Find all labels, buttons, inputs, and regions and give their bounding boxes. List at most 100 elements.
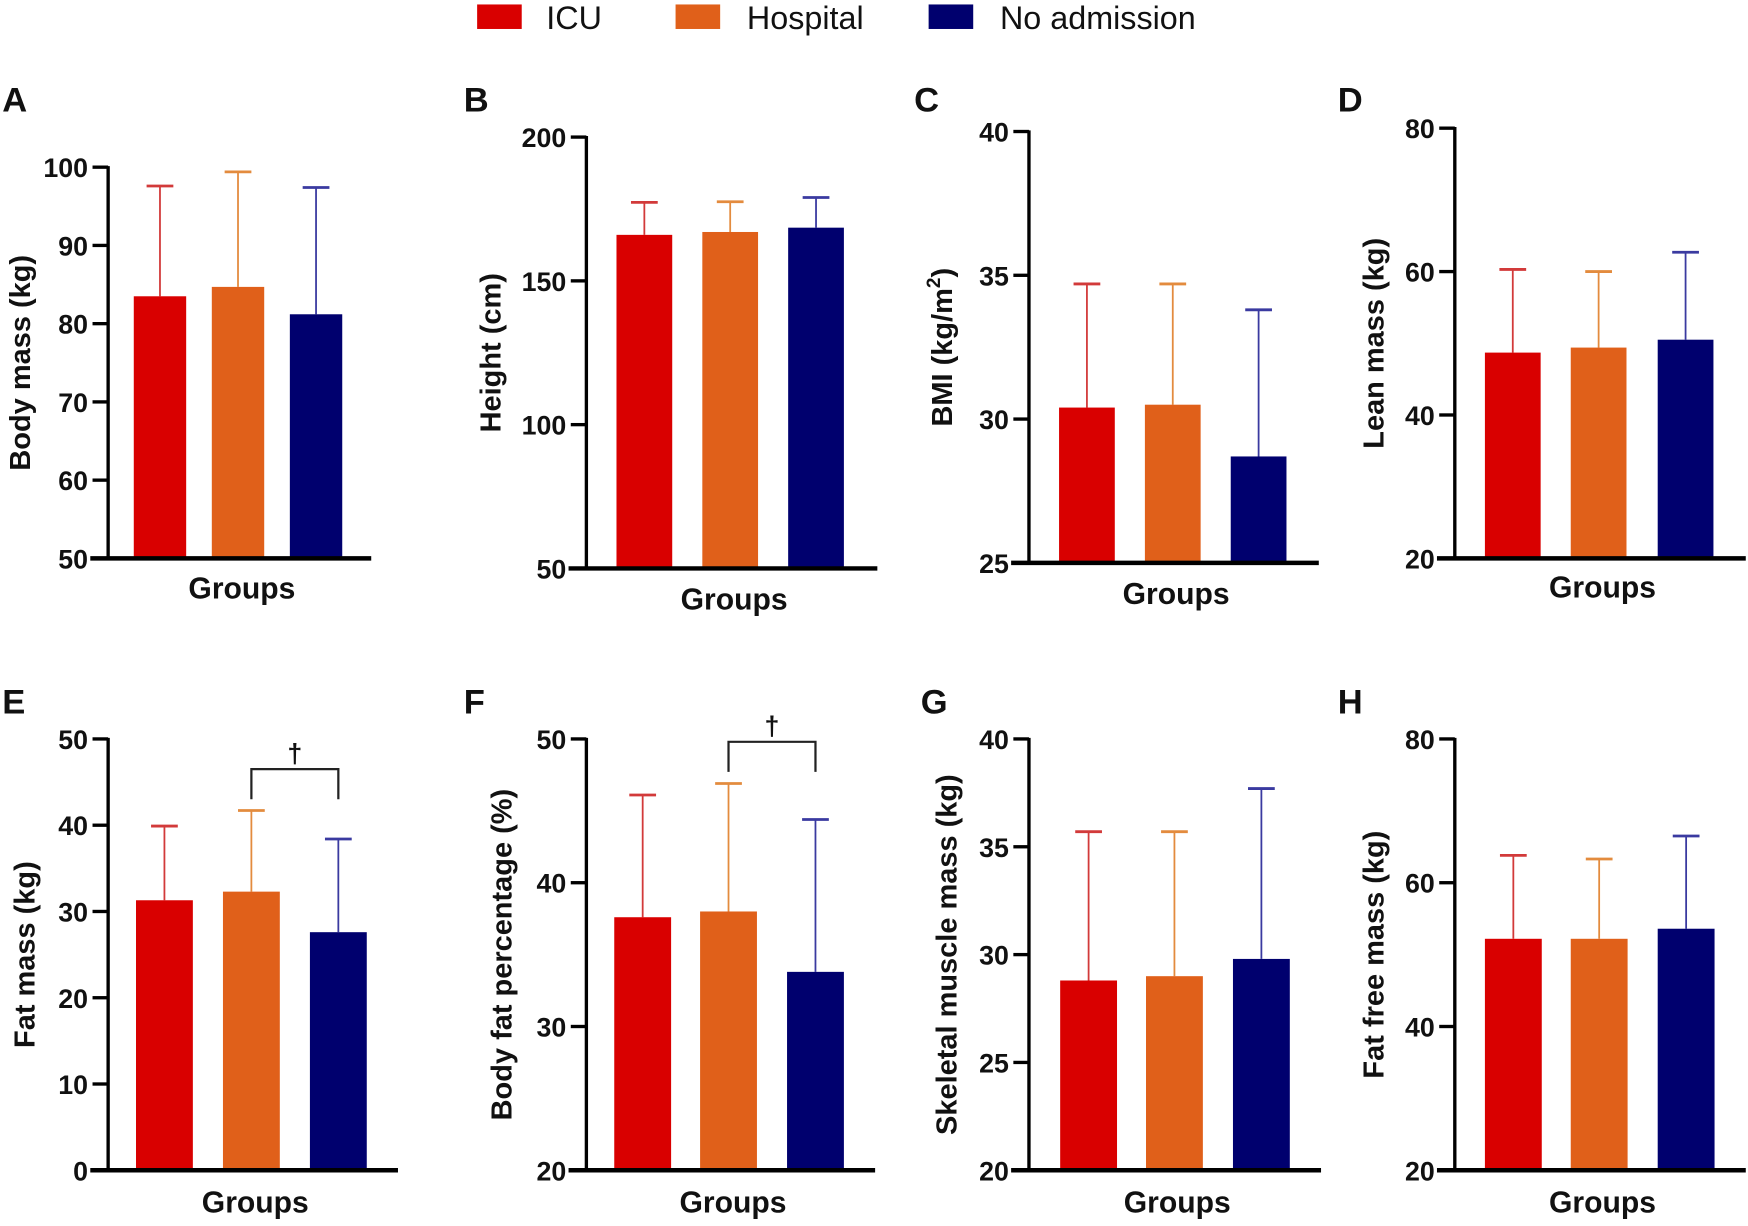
bar-hospital: [222, 891, 280, 1171]
legend-item-hospital: Hospital: [675, 0, 864, 36]
bar-hospital: [1144, 404, 1201, 563]
y-axis-label: Height (cm): [476, 273, 508, 432]
x-axis-label: Groups: [1549, 571, 1656, 604]
y-axis-label-superscript: 2: [924, 278, 945, 289]
y-tick-label: 70: [58, 388, 88, 418]
panel-c: C 25 30 35 40 BMI (kg/m2) Groups: [914, 81, 1319, 611]
panel-g: G 20 25 30 35 40 Skeletal muscle mass (kg) Grou…: [921, 683, 1322, 1220]
y-tick-label: 20: [1405, 544, 1435, 574]
y-tick-label: 40: [537, 869, 567, 899]
y-axis-label: BMI (kg/m2): [924, 268, 959, 427]
y-axis-label-text: BMI (kg/m: [927, 288, 959, 426]
y-axis-label-text: Skeletal muscle mass (kg): [931, 774, 963, 1135]
y-tick-label: 0: [73, 1156, 88, 1186]
significance-marker: †: [287, 738, 302, 768]
y-tick-label: 100: [43, 153, 88, 183]
bar-icu: [1484, 352, 1541, 559]
bar-no-admission: [289, 314, 343, 559]
y-tick-label: 200: [522, 123, 567, 153]
y-tick-label: 60: [58, 466, 88, 496]
y-tick-label: 20: [979, 1156, 1009, 1186]
panel-letter: B: [464, 81, 489, 119]
bar-no-admission: [1657, 339, 1714, 559]
bar-icu: [133, 296, 187, 559]
y-axis-label: Lean mass (kg): [1358, 238, 1390, 449]
y-tick-label: 40: [1405, 1013, 1435, 1043]
y-axis-label: Fat free mass (kg): [1358, 831, 1390, 1079]
bar-hospital: [700, 911, 757, 1171]
y-tick-label: 50: [537, 554, 567, 584]
bar-hospital: [702, 231, 759, 569]
panel-d: D 20 40 60 80 Lean mass (kg) Groups: [1338, 81, 1746, 604]
panel-letter: D: [1338, 81, 1363, 119]
x-axis-label: Groups: [1123, 578, 1230, 611]
legend-item-no-admission: No admission: [928, 0, 1196, 36]
significance-marker: †: [765, 711, 780, 741]
bar-no-admission: [1232, 958, 1290, 1171]
significance-bracket: [250, 768, 340, 800]
panel-e: E 0 10 20 30 40 50 Fat mass (kg) Groups †: [2, 683, 398, 1220]
y-tick-label: 25: [979, 549, 1009, 579]
x-axis-label: Groups: [202, 1187, 309, 1220]
y-tick-label: 20: [537, 1156, 567, 1186]
y-tick-label: 100: [522, 411, 567, 441]
legend-swatch: [675, 4, 721, 29]
y-axis-label-text: Fat free mass (kg): [1358, 831, 1390, 1079]
bar-no-admission: [1230, 456, 1287, 563]
y-axis-label: Skeletal muscle mass (kg): [931, 774, 963, 1135]
bar-hospital: [1146, 976, 1203, 1171]
y-tick-label: 40: [979, 118, 1009, 148]
bar-icu: [614, 917, 672, 1171]
y-tick-label: 30: [58, 898, 88, 928]
y-axis-label-text: Height (cm): [476, 273, 508, 432]
y-tick-label: 50: [537, 725, 567, 755]
panel-letter: H: [1338, 683, 1363, 721]
y-tick-label: 30: [979, 941, 1009, 971]
y-axis-label-text: Body fat percentage (%): [487, 789, 519, 1121]
bar-no-admission: [788, 227, 844, 569]
bar-icu: [1060, 980, 1118, 1171]
panel-letter: C: [914, 81, 939, 119]
panel-letter: G: [921, 683, 948, 721]
y-tick-label: 80: [1405, 114, 1435, 144]
panel-b: B 50 100 150 200 Height (cm) Groups: [464, 81, 878, 617]
y-tick-label: 60: [1405, 258, 1435, 288]
y-tick-label: 20: [58, 984, 88, 1014]
y-axis-label-end: ): [927, 268, 959, 278]
bar-hospital: [211, 286, 265, 559]
y-tick-label: 35: [979, 833, 1009, 863]
y-tick-label: 150: [522, 267, 567, 297]
y-axis-label-text: Fat mass (kg): [10, 861, 42, 1048]
y-tick-label: 60: [1405, 869, 1435, 899]
y-tick-label: 80: [1405, 725, 1435, 755]
x-axis-label: Groups: [1549, 1187, 1656, 1220]
bar-no-admission: [787, 971, 844, 1171]
bar-no-admission: [309, 932, 367, 1171]
legend-swatch: [477, 4, 522, 29]
bar-hospital: [1570, 938, 1628, 1171]
y-axis-label: Body mass (kg): [5, 255, 37, 471]
bar-icu: [616, 234, 673, 569]
bar-icu: [1059, 407, 1115, 563]
legend-label: No admission: [1000, 0, 1196, 36]
y-tick-label: 20: [1405, 1156, 1435, 1186]
panel-letter: E: [2, 683, 25, 721]
y-axis-label: Fat mass (kg): [10, 861, 42, 1048]
bar-hospital: [1570, 347, 1627, 559]
x-axis-label: Groups: [188, 573, 295, 606]
panel-letter: A: [2, 81, 27, 119]
panel-letter: F: [464, 683, 485, 721]
y-tick-label: 40: [58, 811, 88, 841]
legend-label: Hospital: [747, 0, 864, 36]
x-axis-label: Groups: [1124, 1187, 1231, 1220]
y-tick-label: 90: [58, 231, 88, 261]
panel-h: H 20 40 60 80 Fat free mass (kg) Groups: [1338, 683, 1746, 1220]
bar-no-admission: [1657, 928, 1715, 1171]
legend-item-icu: ICU: [477, 0, 602, 36]
panel-f: F 20 30 40 50 Body fat percentage (%) Groups †: [464, 683, 876, 1220]
x-axis-label: Groups: [679, 1187, 786, 1220]
y-axis-label-text: Body mass (kg): [5, 255, 37, 471]
panel-a: A 50 60 70 80 90 100 Body mass (kg) Groups: [2, 81, 372, 606]
y-tick-label: 30: [979, 405, 1009, 435]
bar-icu: [136, 900, 193, 1171]
